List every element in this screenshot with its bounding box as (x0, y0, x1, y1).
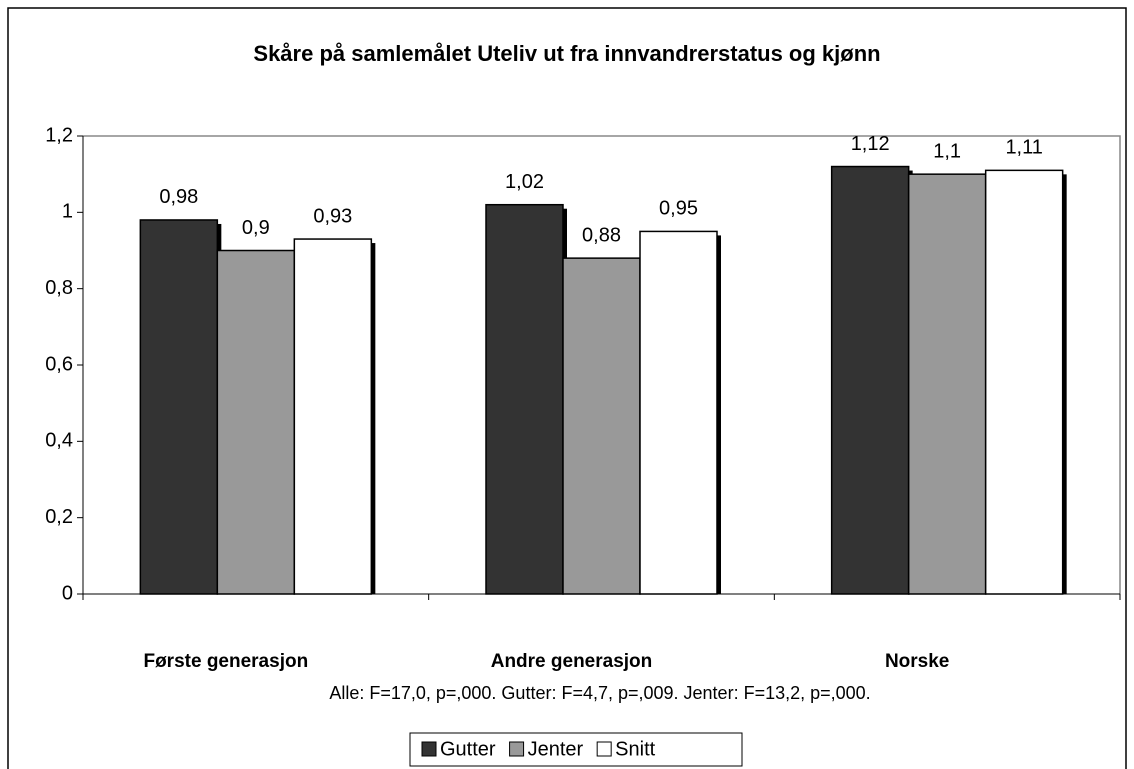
legend-box (409, 732, 743, 767)
y-tick-label: 0,8 (45, 277, 73, 299)
bar-shadow (1062, 174, 1067, 594)
bar (639, 230, 718, 595)
y-tick-label: 0,2 (45, 506, 73, 528)
x-tick-label: Norske (885, 651, 949, 672)
legend-swatch (509, 741, 525, 757)
data-label: 0,98 (159, 186, 198, 208)
bar (293, 238, 373, 595)
y-tick-label: 0,4 (45, 430, 73, 452)
legend-label: Jenter (528, 738, 584, 760)
legend-swatch (421, 741, 437, 757)
data-label: 1,11 (1005, 137, 1042, 159)
data-label: 0,88 (582, 224, 621, 246)
data-label: 1,1 (933, 140, 961, 162)
legend-swatch (596, 741, 612, 757)
annotation: Alle: F=17,0, p=,000. Gutter: F=4,7, p=,… (329, 683, 870, 703)
bar-shadow (717, 235, 721, 594)
y-tick-label: 0 (62, 582, 73, 604)
bar (139, 219, 219, 595)
bar (562, 257, 641, 595)
chart-title: Skåre på samlemålet Uteliv ut fra innvan… (253, 41, 880, 66)
bar (984, 169, 1064, 595)
legend-label: Gutter (440, 738, 496, 760)
data-label: 0,9 (242, 217, 270, 239)
bar (485, 203, 564, 595)
data-label: 0,93 (313, 205, 352, 227)
bar (907, 173, 987, 595)
y-tick-label: 0,6 (45, 353, 73, 375)
bar-shadow (371, 243, 376, 595)
data-label: 1,12 (851, 133, 890, 155)
plot-border (83, 135, 1121, 594)
data-label: 1,02 (505, 171, 544, 193)
legend-label: Snitt (615, 738, 655, 760)
y-tick-label: 1 (62, 201, 73, 223)
x-tick-label: Første generasjon (143, 651, 308, 672)
bar (830, 165, 910, 595)
y-tick-label: 1,2 (45, 124, 73, 146)
x-tick-label: Andre generasjon (491, 651, 653, 672)
bar (216, 249, 296, 595)
data-label: 0,95 (659, 198, 698, 220)
